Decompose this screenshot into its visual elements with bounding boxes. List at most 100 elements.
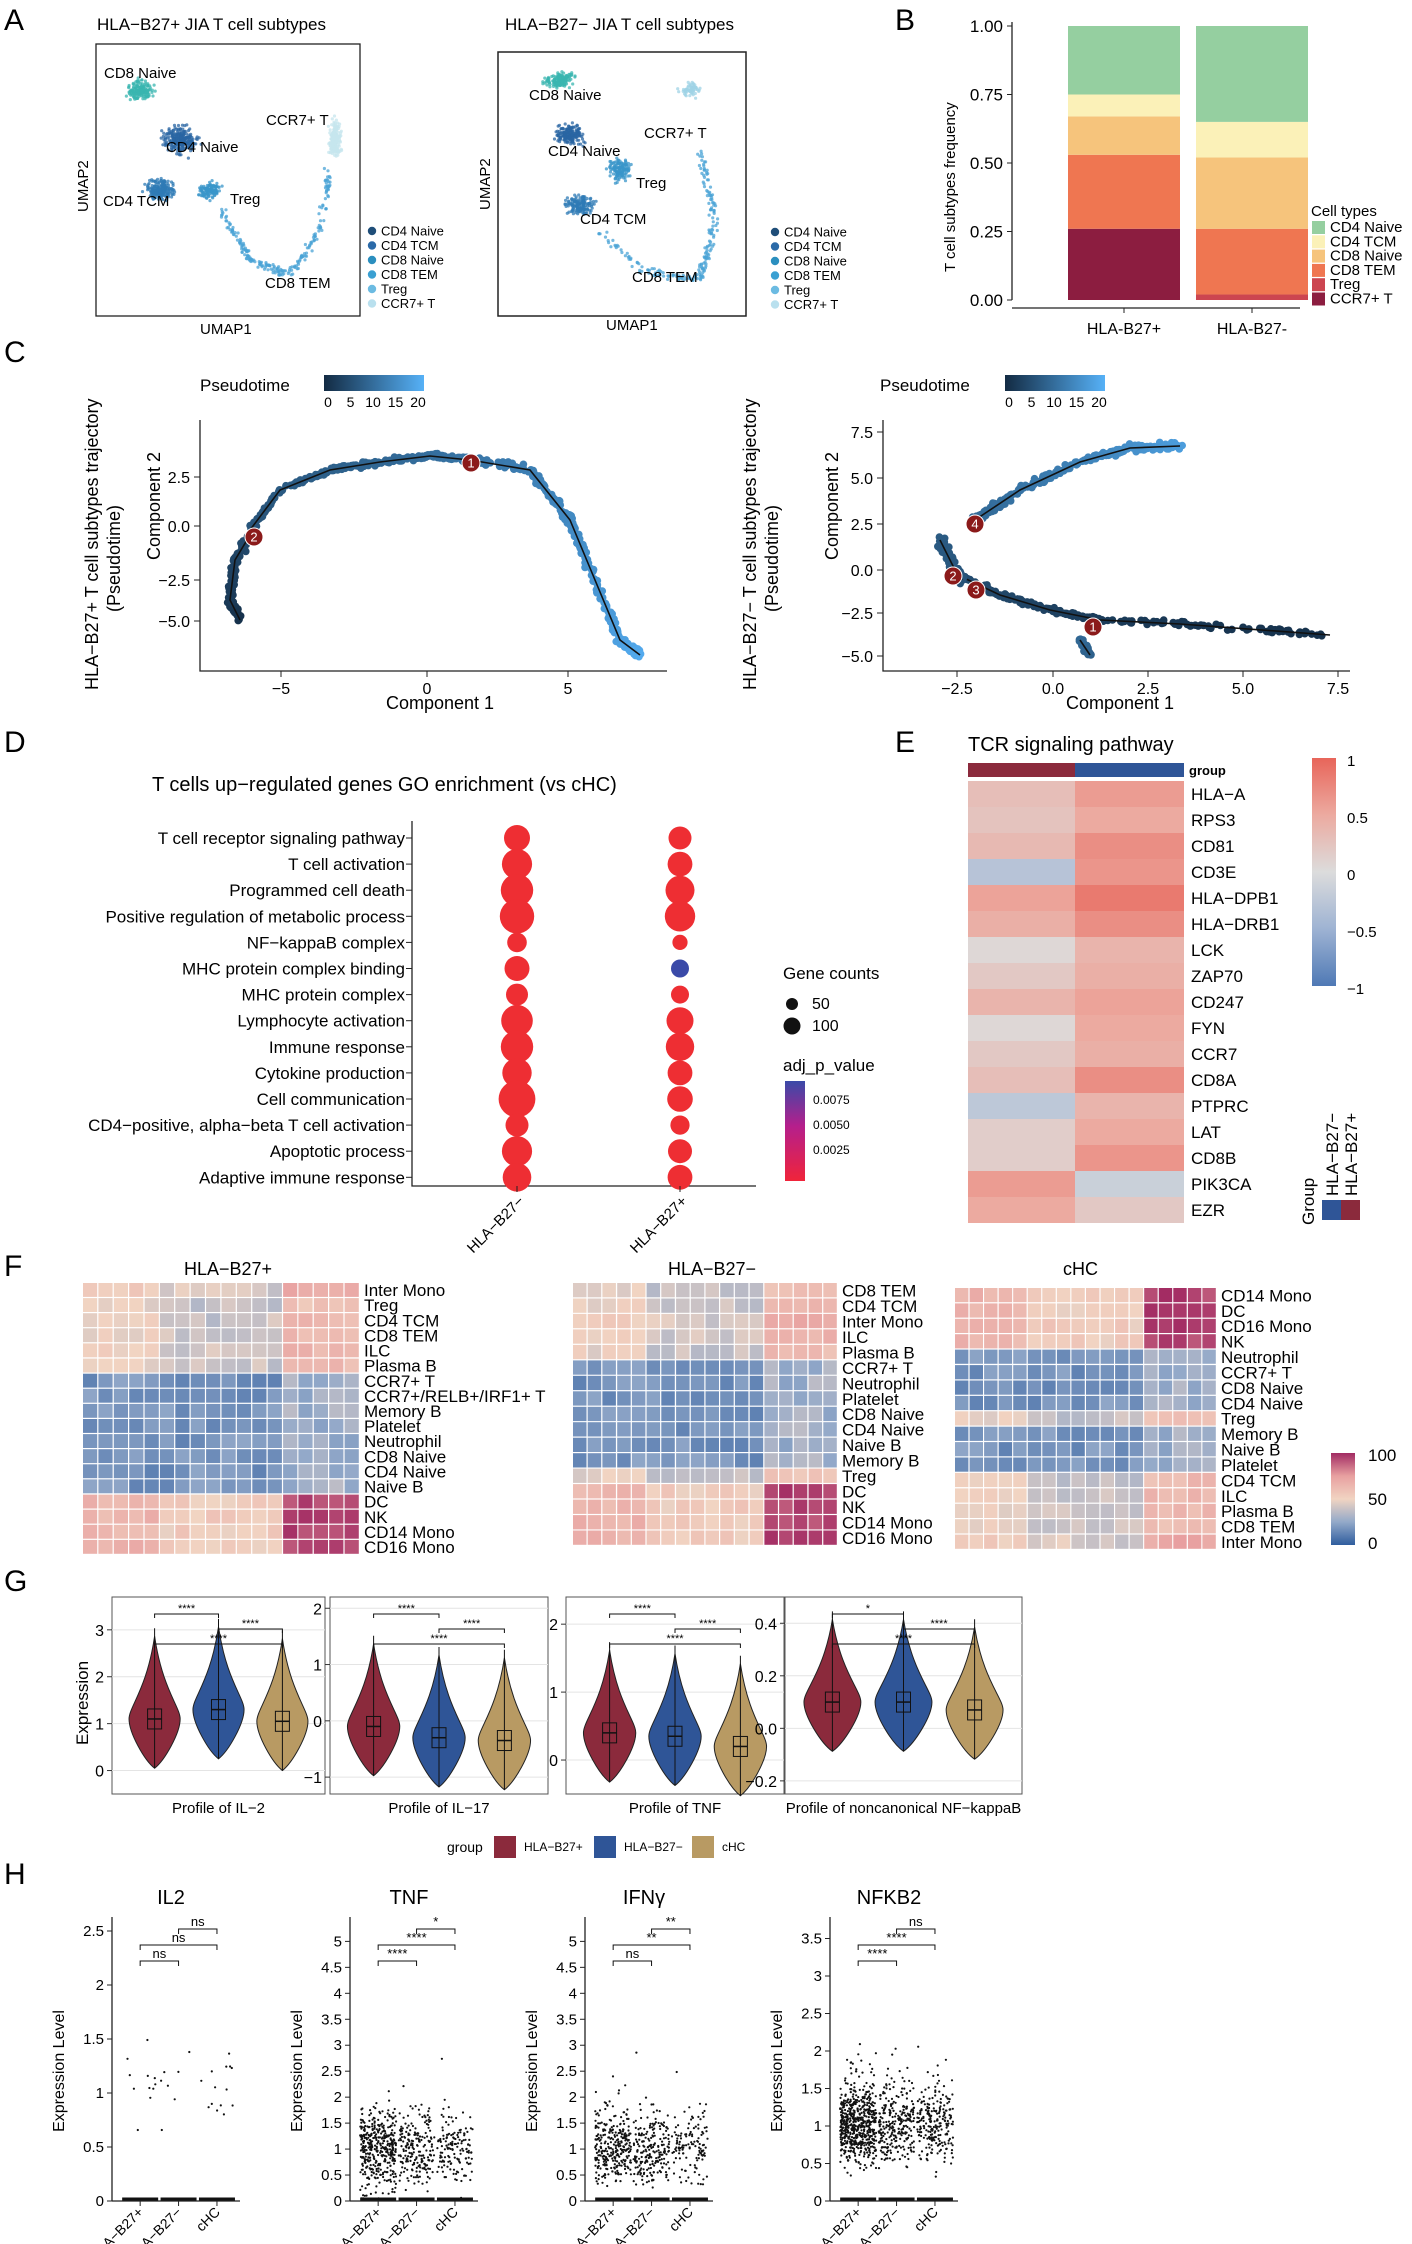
fmap-3-cell [1027,1380,1042,1395]
umap-point-cd8-naive [136,76,140,80]
h-point [377,2153,380,2157]
umap-point-cd8-tem [303,258,307,262]
bar-legend-label: CD4 TCM [1330,233,1396,250]
umap-point-ccr7 [695,88,700,92]
h-point [393,2180,396,2183]
umap-point-cd8-tem [260,265,264,269]
fmap-1-cell [329,1419,344,1433]
fmap-2-cell [823,1530,837,1545]
traj-right-x-tick-label: −2.5 [941,681,973,698]
panel-a: A HLA−B27+ JIA T cell subtypes HLA−B27− … [4,4,847,338]
fmap-3-cell [1071,1395,1085,1411]
fmap-1-cell [144,1313,159,1328]
fmap-3-cell [955,1472,969,1488]
violin-y-tick-label: 3 [95,1623,104,1640]
f-colorbar-0: 0 [1368,1534,1377,1553]
umap-point-cd8-naive [548,85,552,89]
umap-point-treg [623,172,628,176]
fmap-3-cell [984,1503,998,1518]
tcr-cell-b27pos [1075,859,1184,885]
umap-point-cd8-tem [324,191,328,195]
umap-point-cd4-tcm [165,198,169,202]
tcr-row-label: PIK3CA [1191,1175,1252,1194]
fmap-2-cell [617,1298,631,1313]
fmap-3-cell [1144,1472,1158,1488]
fmap-3-cell [1115,1519,1129,1534]
h-point [360,2121,363,2124]
fmap-2-cell [749,1515,764,1530]
fmap-2-cell [793,1360,808,1375]
fmap-3-cell [1027,1411,1042,1426]
traj-right-y-tick-label: 7.5 [851,425,873,442]
fmap-2-cell [749,1360,764,1375]
violin-y-tick-label: 1 [313,1658,322,1675]
fmap-1-cell [329,1524,344,1539]
fmap-1-cell [144,1509,159,1524]
umap-point-ccr7 [336,134,340,138]
go-term-label: Lymphocyte activation [237,1012,405,1031]
h-point [228,2052,231,2055]
umap-point-cd8-tem [326,169,330,173]
fmap-3-cell [1129,1395,1144,1411]
tcr-cell-b27neg [968,1067,1075,1093]
h-point [360,2127,363,2130]
fmap-1-cell [175,1479,190,1494]
h-point [360,2168,363,2171]
umap-point-cd8-tem [704,160,708,164]
h-point [382,2124,385,2127]
trajectory-node-label: 1 [467,456,474,471]
fmap-2-cell [808,1406,823,1422]
fmap-3-cell [1144,1288,1158,1303]
fmap-2-cell [705,1515,719,1530]
fmap-1-cell [190,1298,205,1312]
fmap-2-cell [646,1468,661,1483]
violin-y-tick-label: −0.2 [745,1774,777,1791]
fmap-2-cell [793,1515,808,1530]
fmap-1-cell [206,1388,221,1403]
violin-sig-label: **** [930,1618,948,1630]
fmap-2-cell [779,1329,793,1344]
fmap-3-cell [1071,1380,1085,1395]
fmap-2-cell [587,1283,602,1298]
h-point [153,2077,156,2080]
violin-sig-label: **** [210,1633,228,1645]
fmap-1-cell [159,1524,175,1539]
fmap-1-cell [344,1328,359,1343]
umap-point-cd8-tem [697,163,702,168]
umap-point-cd8-tem [652,267,656,271]
umap-point-ccr7 [688,83,692,87]
fmap-3-cell [1129,1442,1144,1457]
fmap-2-cell [646,1437,661,1452]
fmap-2-cell [705,1499,719,1514]
umap-point-cd8-naive [133,97,137,101]
fmap-1-cell [313,1524,328,1539]
fmap-2-cell [587,1375,602,1391]
umap-point-cd4-naive [581,132,585,136]
fmap-3-cell [1187,1380,1202,1395]
tcr-cell-b27pos [1075,1067,1184,1093]
fmap-2-cell [676,1344,690,1360]
fmap-1-cell [267,1464,282,1479]
fmap-3-cell [1086,1457,1100,1472]
fmap-1-cell [159,1313,175,1328]
fmap-2-cell [676,1360,690,1375]
umap-right-cluster-ccr7: CCR7+ T [644,125,707,142]
fmap-1-cell [144,1419,159,1433]
umap-left-points [124,76,344,277]
violin-y-tick-label: 0.0 [755,1721,777,1738]
fmap-3-cell [1056,1380,1071,1395]
fmap-1-cell [236,1373,252,1388]
fmap-1-cell [236,1343,252,1358]
fmap-3-cell [1129,1288,1144,1303]
umap-point-ccr7 [333,150,337,154]
fmap-2-cell [646,1484,661,1499]
fmap-3-cell [1187,1426,1202,1441]
umap-point-cd8-naive [563,78,567,82]
umap-left-cluster-cd8-tem: CD8 TEM [265,275,331,292]
umap-point-cd8-tem [702,162,706,166]
fmap-3-cell [1158,1442,1173,1457]
umap-point-cd4-tcm [166,179,170,183]
fmap-1-cell [344,1509,359,1524]
fmap-1-cell [313,1434,328,1448]
fmap-1-cell [144,1494,159,1509]
